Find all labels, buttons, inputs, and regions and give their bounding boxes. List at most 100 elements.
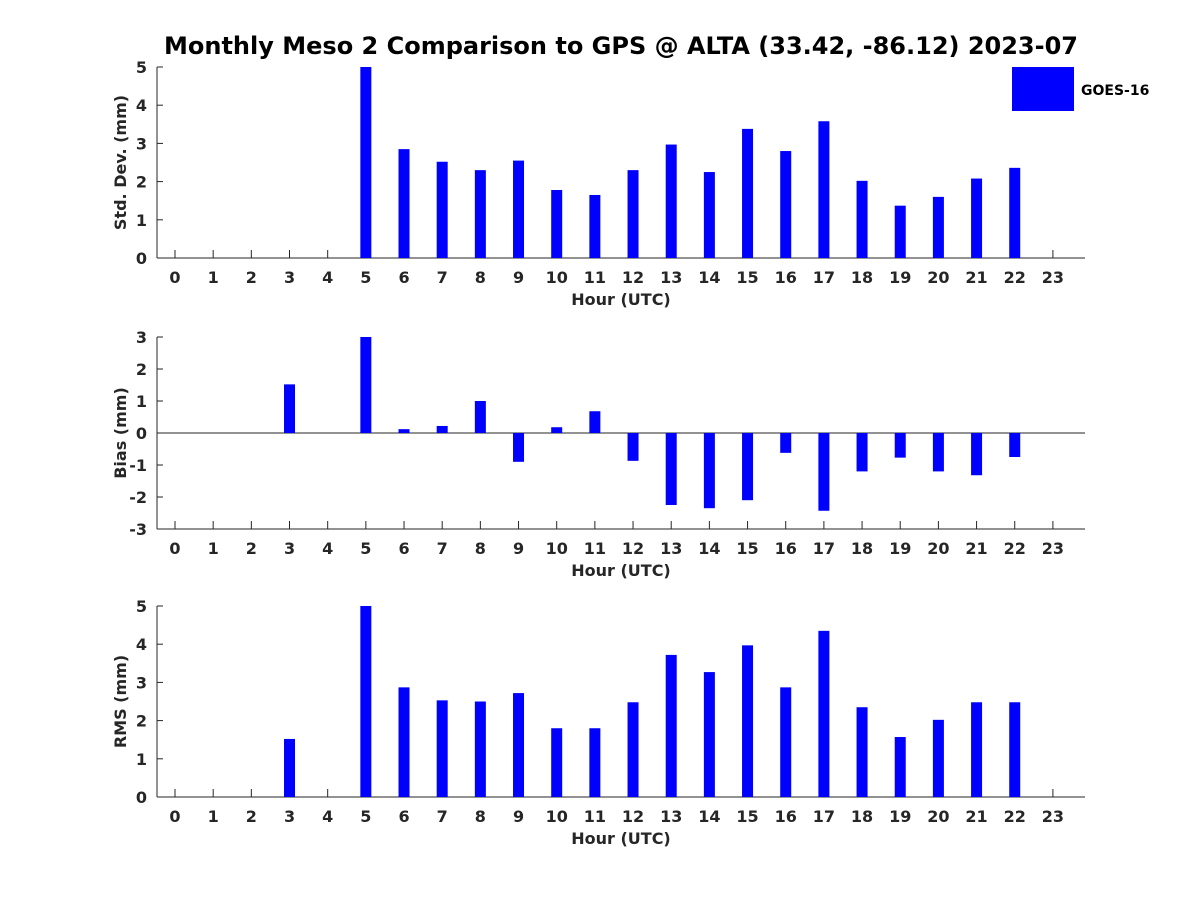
y-axis-label: Std. Dev. (mm) [111,95,130,230]
bar-hour-8 [474,701,486,797]
x-tick-label: 17 [813,539,835,558]
bar-hour-8 [474,401,486,433]
x-tick-label: 4 [322,539,333,558]
y-tick-label: 4 [136,635,147,654]
x-tick-label: 9 [513,268,524,287]
x-tick-label: 20 [927,539,949,558]
x-tick-label: 20 [927,268,949,287]
bar-hour-13 [665,433,677,505]
x-tick-label: 22 [1004,539,1026,558]
x-tick-label: 7 [437,539,448,558]
bar-hour-9 [513,160,525,258]
bar-hour-20 [932,196,944,258]
bar-hour-12 [627,433,639,461]
x-tick-label: 6 [398,539,409,558]
bar-hour-19 [894,205,906,258]
x-tick-label: 20 [927,807,949,826]
x-tick-label: 2 [246,539,257,558]
y-tick-label: 5 [136,58,147,77]
legend-swatch [1012,67,1074,111]
bar-hour-20 [932,433,944,472]
y-tick-label: 3 [136,134,147,153]
y-tick-label: 1 [136,211,147,230]
y-tick-label: 4 [136,96,147,115]
x-tick-label: 12 [622,539,644,558]
bar-hour-22 [1009,702,1021,797]
bar-hour-6 [398,687,410,797]
x-tick-label: 2 [246,268,257,287]
y-tick-label: 2 [136,712,147,731]
bar-hour-21 [971,178,983,258]
x-tick-label: 8 [475,268,486,287]
x-tick-label: 4 [322,268,333,287]
y-axis-label: Bias (mm) [111,387,130,479]
x-tick-label: 18 [851,539,873,558]
bar-hour-19 [894,737,906,797]
y-tick-label: 0 [136,788,147,807]
x-tick-label: 19 [889,807,911,826]
bar-hour-3 [284,738,296,797]
x-tick-label: 0 [169,539,180,558]
bar-hour-12 [627,170,639,258]
x-tick-label: 13 [660,539,682,558]
x-tick-label: 6 [398,807,409,826]
x-tick-label: 8 [475,807,486,826]
x-tick-label: 10 [546,807,568,826]
x-tick-label: 7 [437,268,448,287]
bar-hour-18 [856,433,868,472]
bar-hour-10 [551,728,563,797]
bar-hour-14 [703,672,715,797]
y-tick-label: -1 [129,456,147,475]
x-tick-label: 12 [622,268,644,287]
y-tick-label: -3 [129,520,147,539]
x-tick-label: 5 [360,807,371,826]
x-tick-label: 21 [965,268,987,287]
bar-hour-18 [856,180,868,258]
bar-hour-11 [589,411,601,433]
bar-hour-12 [627,702,639,797]
y-tick-label: 3 [136,328,147,347]
bar-hour-15 [742,128,754,258]
bar-hour-17 [818,433,830,511]
x-tick-label: 5 [360,268,371,287]
x-tick-label: 15 [736,807,758,826]
bar-hour-18 [856,707,868,797]
x-tick-label: 1 [208,268,219,287]
x-tick-label: 9 [513,807,524,826]
bar-hour-5 [360,67,372,258]
x-tick-label: 13 [660,268,682,287]
bar-hour-13 [665,654,677,797]
x-tick-label: 16 [775,268,797,287]
x-tick-label: 14 [698,539,720,558]
x-tick-label: 23 [1042,539,1064,558]
y-tick-label: -2 [129,488,147,507]
bar-hour-16 [780,687,792,797]
x-tick-label: 12 [622,807,644,826]
bar-hour-14 [703,433,715,509]
bar-hour-16 [780,433,792,453]
y-tick-label: 1 [136,750,147,769]
x-tick-label: 0 [169,268,180,287]
x-tick-label: 15 [736,539,758,558]
bar-hour-6 [398,429,410,433]
x-tick-label: 23 [1042,268,1064,287]
bar-hour-5 [360,606,372,797]
x-tick-label: 1 [208,807,219,826]
bar-hour-13 [665,144,677,258]
bar-hour-11 [589,728,601,797]
y-tick-label: 0 [136,249,147,268]
y-tick-label: 5 [136,597,147,616]
bar-hour-15 [742,433,754,501]
bar-hour-17 [818,630,830,797]
x-tick-label: 18 [851,807,873,826]
bar-hour-3 [284,384,296,433]
x-tick-label: 10 [546,539,568,558]
x-tick-label: 7 [437,807,448,826]
x-tick-label: 11 [584,268,606,287]
y-tick-label: 1 [136,392,147,411]
